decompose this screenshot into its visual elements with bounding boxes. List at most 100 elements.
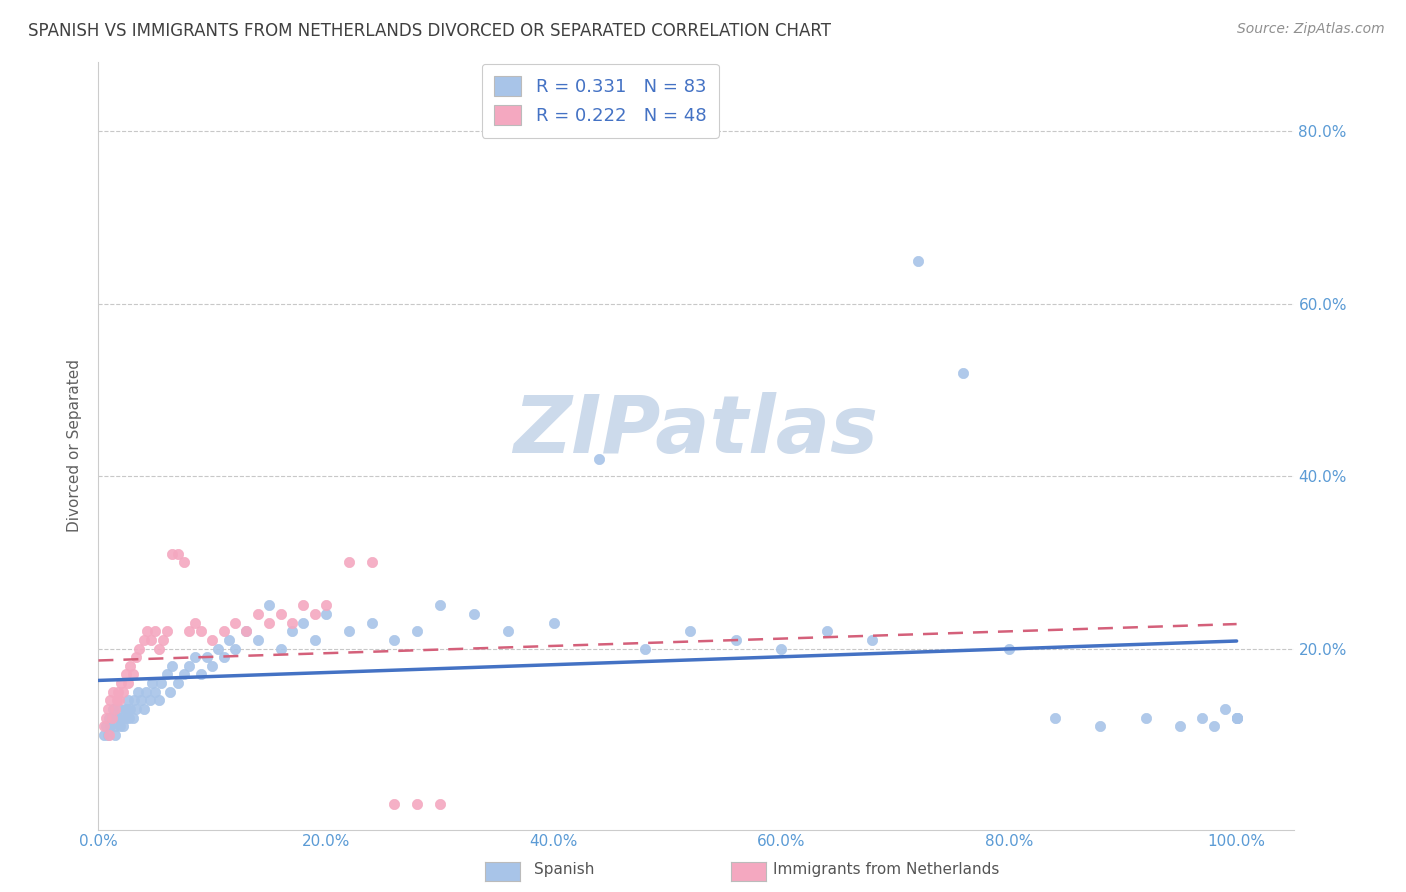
Point xyxy=(127,684,149,698)
Point xyxy=(173,667,195,681)
Point xyxy=(167,676,190,690)
Point xyxy=(110,676,132,690)
Point xyxy=(201,658,224,673)
Point xyxy=(179,624,201,639)
Point xyxy=(108,702,131,716)
Point xyxy=(132,702,155,716)
Point xyxy=(107,710,129,724)
Point xyxy=(195,650,218,665)
Point xyxy=(406,797,429,811)
Point xyxy=(315,607,337,621)
Point xyxy=(224,641,246,656)
Point xyxy=(148,641,170,656)
Point xyxy=(114,710,136,724)
Point xyxy=(860,632,883,647)
Point xyxy=(337,624,360,639)
Point xyxy=(108,693,131,707)
Point xyxy=(110,710,132,724)
Point xyxy=(315,599,337,613)
Point xyxy=(143,684,166,698)
Point xyxy=(152,632,174,647)
Point xyxy=(588,451,610,466)
Point xyxy=(148,693,170,707)
Point xyxy=(382,632,405,647)
Point xyxy=(93,719,115,733)
Point xyxy=(173,555,195,569)
Point xyxy=(201,632,224,647)
Point xyxy=(1226,710,1249,724)
Point xyxy=(724,632,747,647)
Point xyxy=(281,615,304,630)
Point xyxy=(429,797,451,811)
Point xyxy=(304,632,326,647)
Point xyxy=(117,676,139,690)
Point xyxy=(212,624,235,639)
Point xyxy=(270,641,292,656)
Point xyxy=(121,710,143,724)
Point xyxy=(162,658,184,673)
Point xyxy=(125,702,148,716)
Point xyxy=(114,702,136,716)
Point xyxy=(139,632,162,647)
Text: ZIPatlas: ZIPatlas xyxy=(513,392,879,470)
Point xyxy=(235,624,257,639)
Point xyxy=(128,641,150,656)
Point xyxy=(120,702,142,716)
Point xyxy=(103,684,125,698)
Point xyxy=(1226,710,1249,724)
Point xyxy=(212,650,235,665)
Point xyxy=(115,702,138,716)
Point xyxy=(138,693,160,707)
Point xyxy=(156,667,179,681)
Point xyxy=(1088,719,1111,733)
Point xyxy=(815,624,838,639)
Point xyxy=(907,253,929,268)
Point xyxy=(190,624,212,639)
Text: Spanish: Spanish xyxy=(534,863,595,877)
Point xyxy=(93,728,115,742)
Point xyxy=(1135,710,1157,724)
Point xyxy=(96,702,118,716)
Point xyxy=(98,693,121,707)
Point xyxy=(135,684,157,698)
Point xyxy=(1168,719,1191,733)
Point xyxy=(257,599,280,613)
Point xyxy=(136,624,159,639)
Point xyxy=(337,555,360,569)
Point xyxy=(143,624,166,639)
Point xyxy=(118,710,141,724)
Point xyxy=(360,555,382,569)
Point xyxy=(184,650,207,665)
Point xyxy=(998,641,1021,656)
Point xyxy=(129,693,152,707)
Point xyxy=(360,615,382,630)
Point xyxy=(117,693,139,707)
Point xyxy=(246,632,269,647)
Point xyxy=(104,728,127,742)
Y-axis label: Divorced or Separated: Divorced or Separated xyxy=(67,359,83,533)
Point xyxy=(114,667,136,681)
Legend: R = 0.331   N = 83, R = 0.222   N = 48: R = 0.331 N = 83, R = 0.222 N = 48 xyxy=(482,64,718,138)
Point xyxy=(96,710,118,724)
Point xyxy=(162,547,184,561)
Point xyxy=(190,667,212,681)
Point xyxy=(1202,719,1225,733)
Point xyxy=(107,684,129,698)
Point xyxy=(281,624,304,639)
Point xyxy=(103,702,125,716)
Point xyxy=(207,641,229,656)
Point xyxy=(179,658,201,673)
Point xyxy=(679,624,702,639)
Point xyxy=(98,719,121,733)
Point xyxy=(101,710,124,724)
Point xyxy=(105,693,128,707)
Point xyxy=(292,599,315,613)
Point xyxy=(120,658,142,673)
Point xyxy=(112,719,135,733)
Point xyxy=(770,641,793,656)
Point xyxy=(96,728,118,742)
Point xyxy=(463,607,485,621)
Point xyxy=(246,607,269,621)
Point xyxy=(97,710,120,724)
Point xyxy=(156,624,179,639)
